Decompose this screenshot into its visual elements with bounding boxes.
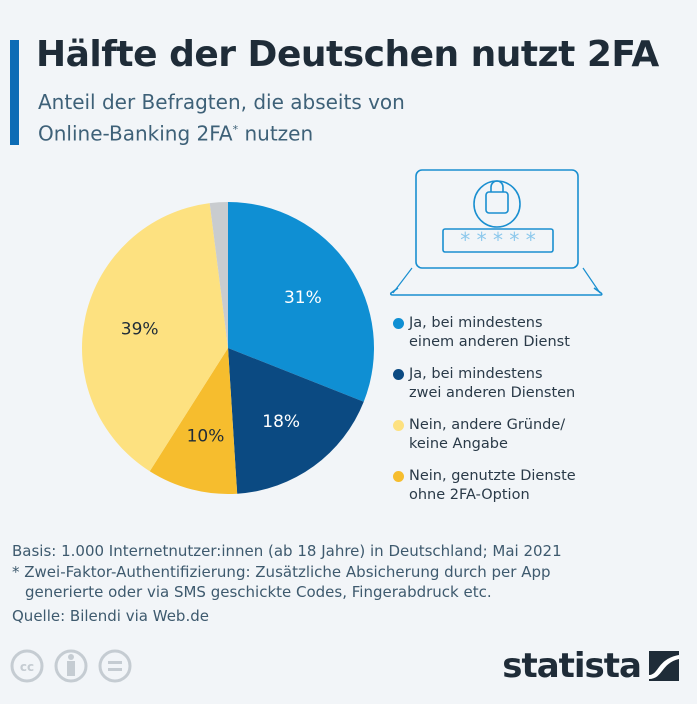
slice-data-label: 18% bbox=[262, 412, 300, 432]
creative-commons-icons: cc bbox=[10, 649, 132, 683]
legend-swatch bbox=[393, 369, 404, 380]
pie-slice bbox=[228, 202, 374, 402]
slice-data-label: 10% bbox=[187, 427, 225, 447]
legend-label-line-1: Nein, andere Gründe/ bbox=[409, 417, 566, 433]
subtitle-text: Online-Banking 2FA bbox=[38, 121, 233, 146]
lock-icon bbox=[473, 180, 521, 228]
legend-item: Ja, bei mindestens einem anderen Dienst bbox=[393, 314, 570, 352]
pie-slice bbox=[228, 348, 364, 494]
slice-data-label: 39% bbox=[121, 319, 159, 339]
accent-bar bbox=[10, 40, 19, 145]
legend-label-line-2: einem anderen Dienst bbox=[409, 334, 570, 350]
legend-swatch bbox=[393, 420, 404, 431]
legend-label-line-1: Ja, bei mindestens bbox=[409, 315, 543, 331]
pie-slice bbox=[82, 203, 229, 472]
footer-note-1: * Zwei-Faktor-Authentifizierung: Zusätzl… bbox=[12, 563, 551, 581]
subtitle-line-2: Online-Banking 2FA* nutzen bbox=[38, 116, 405, 148]
pie-slice bbox=[209, 202, 228, 348]
svg-text:cc: cc bbox=[20, 660, 34, 674]
footer-note-2: generierte oder via SMS geschickte Codes… bbox=[25, 583, 492, 601]
nd-icon bbox=[98, 649, 132, 683]
legend-item: Ja, bei mindestens zwei anderen Diensten bbox=[393, 365, 576, 403]
legend-label-line-2: zwei anderen Diensten bbox=[409, 385, 576, 401]
pie-slice bbox=[149, 348, 238, 494]
subtitle-end: nutzen bbox=[238, 121, 314, 146]
subtitle-line-1: Anteil der Befragten, die abseits von bbox=[38, 90, 405, 114]
footer-source: Quelle: Bilendi via Web.de bbox=[12, 607, 209, 625]
legend-label-line-1: Nein, genutzte Dienste bbox=[409, 468, 576, 484]
logo-text: statista bbox=[502, 646, 642, 686]
legend-label-line-2: keine Angabe bbox=[409, 436, 508, 452]
password-mask: * * * * * bbox=[460, 228, 535, 252]
footer-basis: Basis: 1.000 Internetnutzer:innen (ab 18… bbox=[12, 542, 562, 560]
legend-label-line-1: Ja, bei mindestens bbox=[409, 366, 543, 382]
legend-swatch bbox=[393, 318, 404, 329]
cc-icon bbox=[10, 649, 44, 683]
slice-data-label: 31% bbox=[284, 288, 322, 308]
legend-label-line-2: ohne 2FA-Option bbox=[409, 487, 530, 503]
legend-item: Nein, genutzte Dienste ohne 2FA-Option bbox=[393, 467, 576, 505]
statista-logo[interactable]: statista bbox=[502, 646, 679, 686]
legend-swatch bbox=[393, 471, 404, 482]
chart-title: Hälfte der Deutschen nutzt 2FA bbox=[36, 34, 659, 75]
chart-subtitle: Anteil der Befragten, die abseits von On… bbox=[38, 88, 405, 148]
statista-logo-icon bbox=[649, 651, 679, 681]
subtitle-footnote-mark: * bbox=[232, 123, 239, 136]
laptop-icon bbox=[389, 169, 603, 296]
legend-item: Nein, andere Gründe/keine Angabe bbox=[393, 416, 566, 454]
by-icon bbox=[54, 649, 88, 683]
